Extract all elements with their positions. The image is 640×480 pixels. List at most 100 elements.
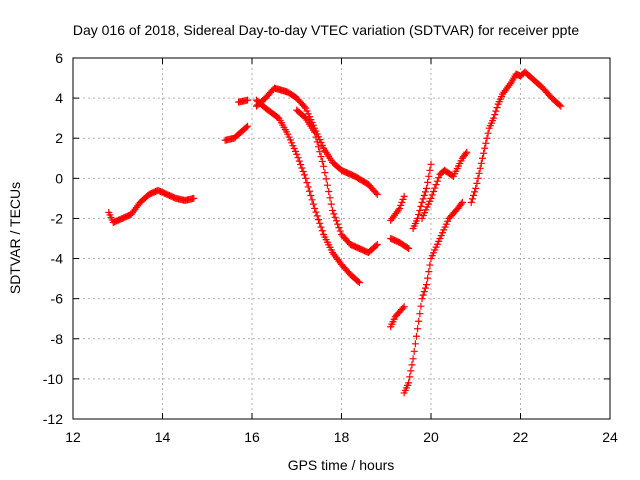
y-axis-label: SDTVAR / TECUs <box>7 182 23 294</box>
y-tick-label: -4 <box>51 251 64 267</box>
data-point <box>426 261 434 269</box>
data-point <box>396 204 404 212</box>
data-point <box>372 242 380 250</box>
data-point <box>433 177 441 185</box>
data-series <box>387 235 413 253</box>
data-point <box>332 217 340 225</box>
y-tick-label: 2 <box>55 130 63 146</box>
x-tick-label: 24 <box>602 429 618 445</box>
data-point <box>416 310 424 318</box>
data-point <box>399 195 407 203</box>
data-point <box>320 162 328 170</box>
data-point <box>481 144 489 152</box>
data-point <box>299 167 307 175</box>
chart-title: Day 016 of 2018, Sidereal Day-to-day VTE… <box>73 22 580 38</box>
data-series <box>409 160 435 232</box>
x-tick-label: 18 <box>334 429 350 445</box>
data-point <box>405 245 413 253</box>
data-point <box>335 224 343 232</box>
data-point <box>421 284 429 292</box>
data-point <box>458 198 466 206</box>
data-point <box>311 128 319 136</box>
data-point <box>327 200 335 208</box>
x-tick-label: 20 <box>423 429 439 445</box>
data-point <box>400 303 408 311</box>
data-point <box>329 206 337 214</box>
data-point <box>373 190 381 198</box>
data-point <box>372 189 380 197</box>
data-point <box>418 198 426 206</box>
data-point <box>399 304 407 312</box>
data-point <box>480 149 488 157</box>
data-point <box>477 159 485 167</box>
data-point <box>457 200 465 208</box>
data-series <box>387 303 408 331</box>
data-point <box>325 188 333 196</box>
data-point <box>414 325 422 333</box>
data-point <box>471 188 479 196</box>
data-point <box>555 101 563 109</box>
data-layer <box>105 68 565 397</box>
data-point <box>557 102 565 110</box>
grid-layer <box>73 58 610 419</box>
data-point <box>423 281 431 289</box>
data-point <box>417 302 425 310</box>
y-tick-label: -2 <box>51 210 64 226</box>
data-point <box>491 111 499 119</box>
data-point <box>493 104 501 112</box>
data-point <box>474 174 482 182</box>
data-point <box>309 200 317 208</box>
data-point <box>424 274 432 282</box>
data-point <box>394 206 402 214</box>
data-point <box>322 175 330 183</box>
data-point <box>426 166 434 174</box>
data-series <box>293 106 381 257</box>
data-point <box>416 206 424 214</box>
x-axis-label: GPS time / hours <box>288 457 395 473</box>
data-point <box>407 367 415 375</box>
data-point <box>423 184 431 192</box>
data-point <box>467 198 475 206</box>
data-series <box>418 148 471 222</box>
data-point <box>294 154 302 162</box>
y-tick-label: 0 <box>55 170 63 186</box>
data-point <box>420 191 428 199</box>
data-point <box>425 268 433 276</box>
data-point <box>316 148 324 156</box>
data-point <box>484 129 492 137</box>
data-point <box>312 208 320 216</box>
y-tick-label: 4 <box>55 90 63 106</box>
data-point <box>428 191 436 199</box>
data-point <box>397 201 405 209</box>
x-tick-label: 12 <box>65 429 81 445</box>
data-point <box>417 202 425 210</box>
data-point <box>317 223 325 231</box>
data-point <box>298 164 306 172</box>
data-point <box>306 187 314 195</box>
data-point <box>506 80 514 88</box>
data-point <box>403 244 411 252</box>
data-point <box>472 184 480 192</box>
data-point <box>470 191 478 199</box>
data-point <box>419 291 427 299</box>
data-point <box>313 212 321 220</box>
data-point <box>311 204 319 212</box>
data-point <box>242 123 250 131</box>
data-point <box>304 183 312 191</box>
data-point <box>321 169 329 177</box>
data-point <box>318 157 326 165</box>
data-point <box>418 295 426 303</box>
data-point <box>432 181 440 189</box>
y-tick-label: -10 <box>43 371 63 387</box>
data-point <box>373 241 381 249</box>
data-series <box>400 198 466 397</box>
data-point <box>427 194 435 202</box>
data-point <box>331 213 339 221</box>
data-point <box>326 194 334 202</box>
data-point <box>425 172 433 180</box>
data-point <box>406 373 414 381</box>
data-point <box>412 332 420 340</box>
data-point <box>313 138 321 146</box>
data-point <box>410 347 418 355</box>
data-point <box>476 164 484 172</box>
